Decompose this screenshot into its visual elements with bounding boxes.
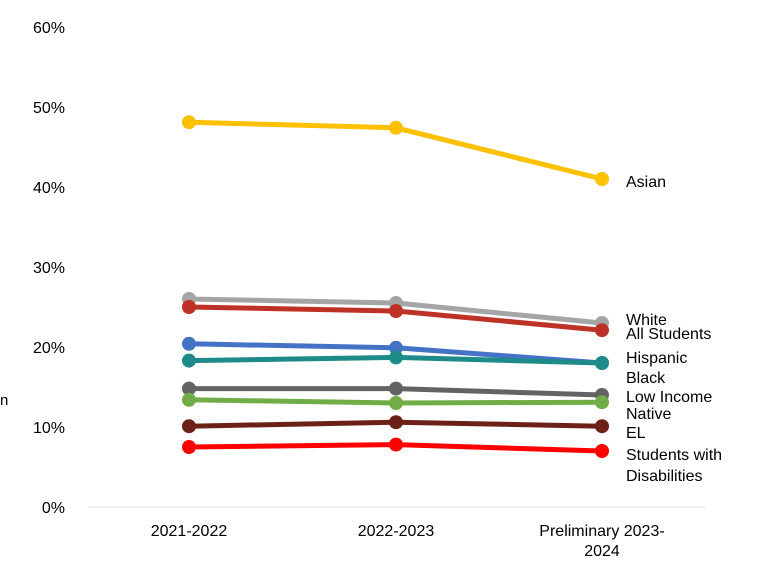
series-label: Students with Disabilities: [626, 447, 722, 485]
x-tick-label: 2021-2022: [151, 523, 228, 540]
x-tick-label: 2022-2023: [358, 523, 435, 540]
x-axis-tick-labels: 2021-2022 2022-2023 Preliminary 2023-2024: [151, 523, 665, 560]
series-label: Native: [626, 406, 671, 423]
series-asian: [182, 115, 609, 186]
data-point: [182, 115, 196, 130]
data-point: [595, 395, 609, 410]
data-point: [595, 419, 609, 434]
series-el: [182, 415, 609, 434]
data-point: [389, 381, 403, 396]
series-group: [182, 115, 609, 458]
data-point: [182, 353, 196, 368]
series-label: Hispanic: [626, 350, 687, 367]
data-point: [595, 323, 609, 338]
series-all-students: [182, 300, 609, 338]
series-students-with-disabilities: [182, 437, 609, 458]
data-point: [182, 336, 196, 351]
data-point: [389, 350, 403, 365]
series-label: All Students: [626, 326, 711, 343]
data-point: [389, 340, 403, 355]
x-tick-label: Preliminary 2023-2024: [539, 523, 664, 560]
y-tick-label: 60%: [33, 20, 65, 37]
series-label: EL: [626, 425, 646, 442]
y-tick-label: 30%: [33, 260, 65, 277]
data-point: [595, 172, 609, 186]
y-tick-label: 10%: [33, 420, 65, 437]
series-label: White: [626, 312, 667, 329]
y-tick-label: 50%: [33, 100, 65, 117]
data-point: [182, 392, 196, 407]
data-point: [389, 396, 403, 410]
data-point: [389, 415, 403, 430]
data-point: [182, 440, 196, 454]
data-point: [182, 381, 196, 396]
data-point: [389, 437, 403, 452]
series-label: Low Income: [626, 389, 712, 406]
data-point: [182, 300, 196, 314]
y-tick-label: 20%: [33, 340, 65, 357]
y-tick-label: 40%: [33, 180, 65, 197]
series-label: Black: [626, 370, 666, 387]
series-label: Asian: [626, 174, 666, 191]
data-point: [389, 304, 403, 318]
y-tick-label: 0%: [42, 500, 65, 517]
partial-axis-title: n: [0, 392, 8, 409]
series-black: [182, 350, 609, 370]
data-point: [595, 356, 609, 370]
data-point: [595, 444, 609, 458]
y-axis-tick-labels: 0% 10% 20% 30% 40% 50% 60%: [33, 20, 65, 517]
data-point: [389, 120, 403, 135]
data-point: [182, 419, 196, 434]
series-native: [182, 392, 609, 410]
